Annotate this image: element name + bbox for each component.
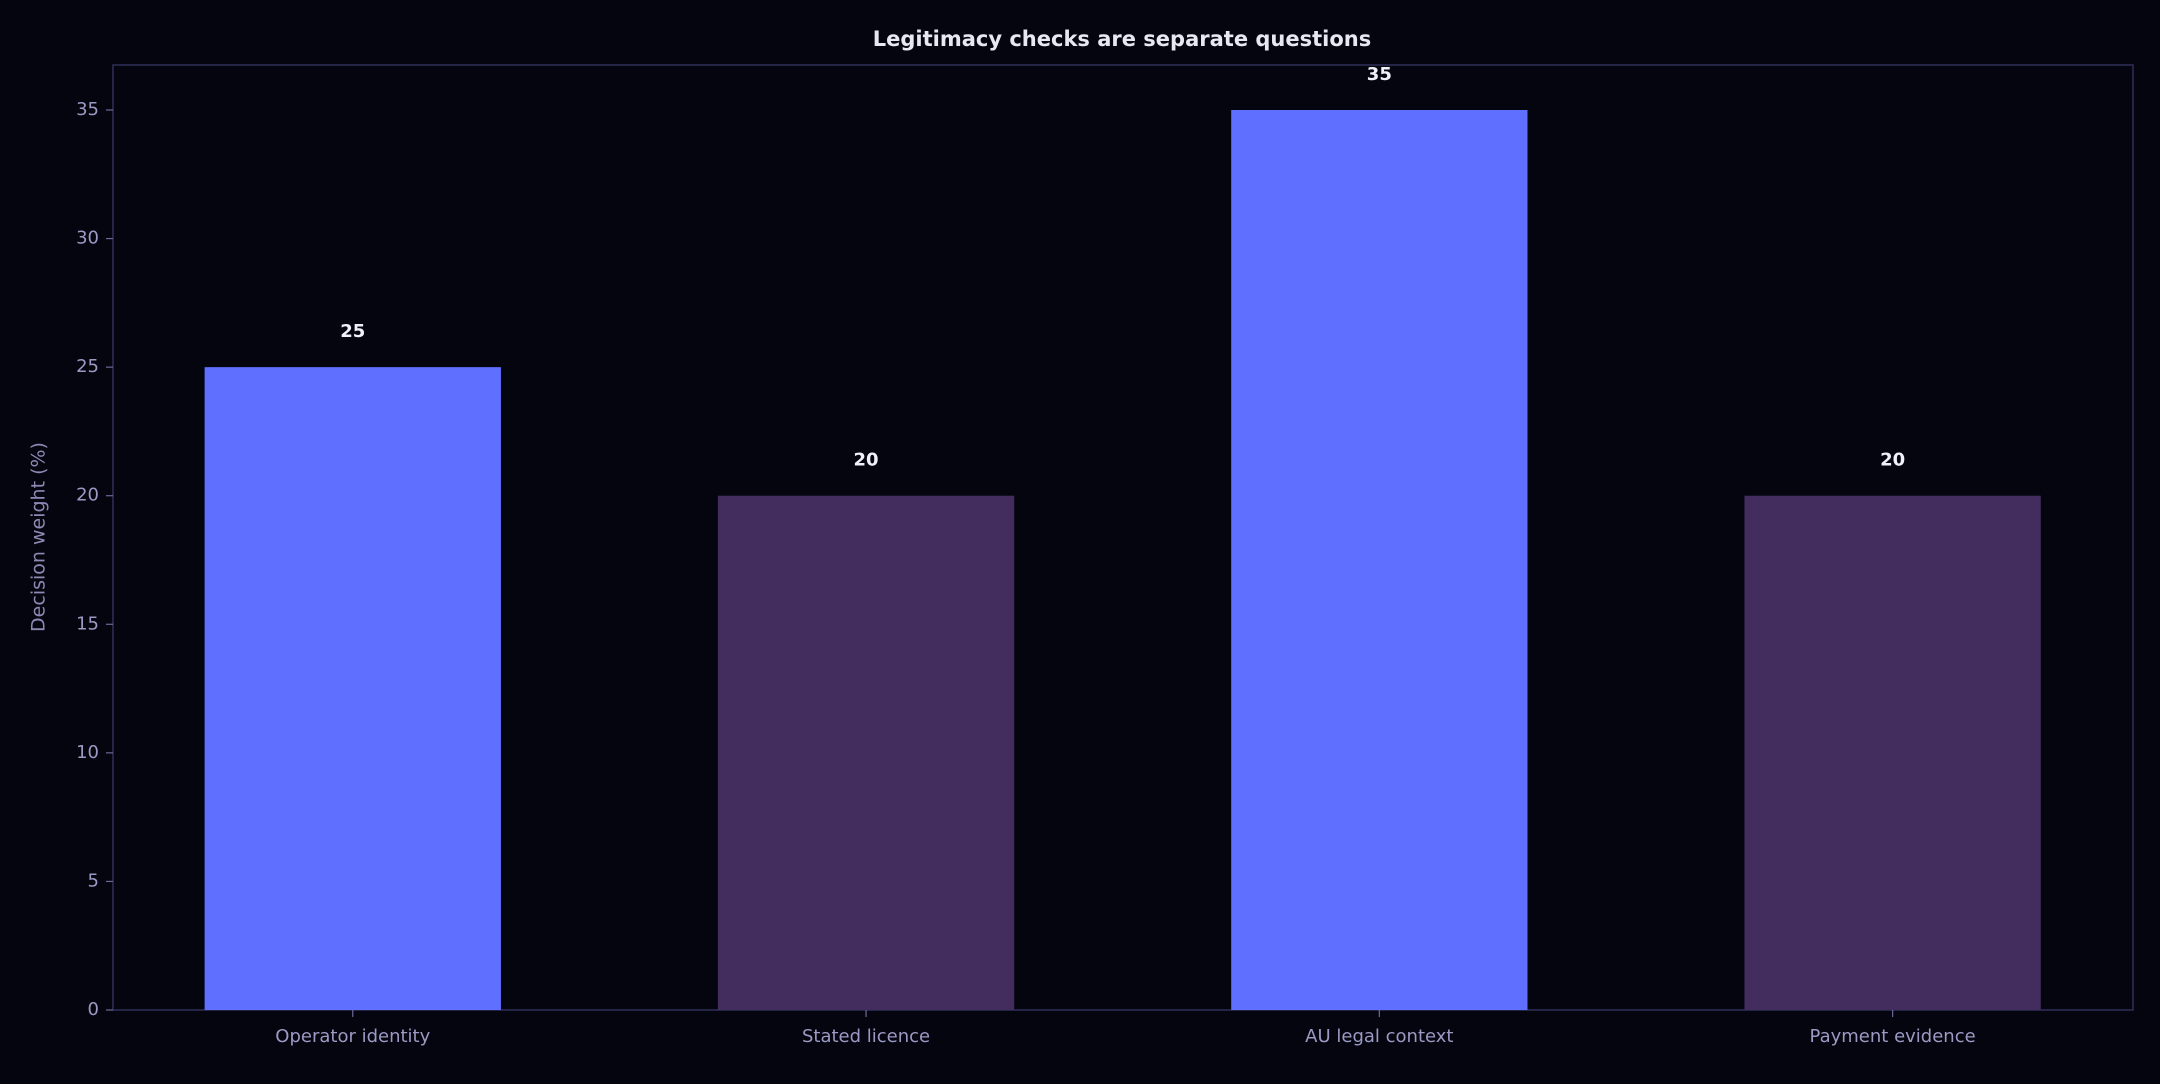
value-label: 35	[1367, 64, 1392, 85]
y-tick-label: 10	[76, 742, 99, 763]
plot-frame	[112, 64, 2134, 1011]
y-tick-label: 35	[76, 99, 99, 120]
x-tick-label: AU legal context	[1305, 1026, 1453, 1047]
value-label: 20	[1880, 450, 1905, 471]
bar	[717, 495, 1015, 1010]
y-tick-label: 20	[76, 485, 99, 506]
y-tick-label: 0	[88, 999, 99, 1020]
x-tick-label: Operator identity	[275, 1026, 430, 1047]
value-label: 20	[854, 450, 879, 471]
x-tick-label: Stated licence	[802, 1026, 930, 1047]
y-tick-label: 15	[76, 613, 99, 634]
y-tick-label: 5	[88, 870, 99, 891]
bar	[1231, 110, 1528, 1010]
chart-title: Legitimacy checks are separate questions	[873, 27, 1371, 51]
bar	[1744, 495, 2041, 1010]
y-tick-label: 30	[76, 228, 99, 249]
x-tick-label: Payment evidence	[1810, 1026, 1976, 1047]
bar	[204, 367, 501, 1011]
value-label: 25	[340, 321, 365, 342]
y-axis-label: Decision weight (%)	[28, 442, 50, 632]
y-tick-label: 25	[76, 356, 99, 377]
